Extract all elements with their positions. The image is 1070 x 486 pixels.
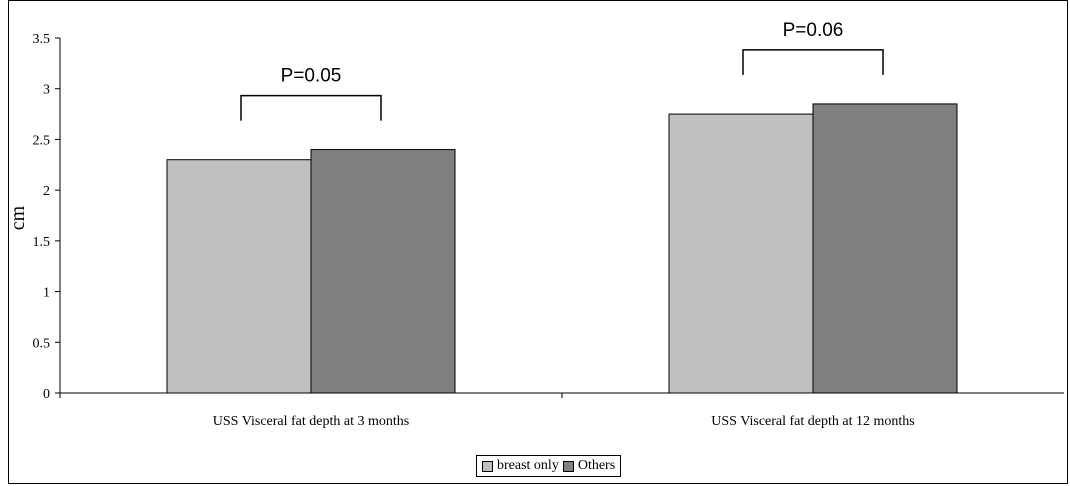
significance-bracket [742, 49, 884, 75]
bar-others [310, 149, 456, 394]
x-tick-label: USS Visceral fat depth at 12 months [711, 414, 914, 429]
bar-breast-only [668, 113, 814, 394]
p-value-label: P=0.05 [281, 66, 342, 87]
y-ticks: 0 0.5 1 1.5 2 2.5 3 3.5 [33, 32, 60, 402]
legend: breast only Others [476, 455, 622, 477]
legend-swatch-others [562, 460, 574, 472]
significance-brackets: P=0.05 P=0.06 [240, 20, 884, 121]
x-tick-labels: USS Visceral fat depth at 3 months USS Vi… [213, 414, 915, 429]
bar-others [812, 103, 958, 394]
y-tick-label: 1 [43, 286, 50, 301]
y-tick-label: 0 [43, 387, 50, 402]
bars [166, 103, 958, 394]
legend-label-others: Others [577, 458, 616, 473]
y-axis-label: cm [7, 205, 29, 230]
bar-breast-only [166, 159, 312, 394]
y-tick-label: 0.5 [33, 336, 51, 351]
y-tick-label: 2 [43, 184, 50, 199]
p-value-label: P=0.06 [783, 20, 844, 41]
x-tick-label: USS Visceral fat depth at 3 months [213, 414, 409, 429]
y-tick-label: 3.5 [33, 32, 51, 47]
legend-item-others: Others [562, 458, 616, 474]
significance-bracket [240, 94, 382, 121]
y-tick-label: 2.5 [33, 133, 51, 148]
y-tick-label: 3 [43, 83, 50, 98]
legend-item-breast-only: breast only [482, 458, 559, 474]
legend-swatch-breast-only [482, 460, 493, 472]
y-tick-label: 1.5 [33, 235, 51, 250]
legend-label-breast-only: breast only [497, 458, 559, 473]
